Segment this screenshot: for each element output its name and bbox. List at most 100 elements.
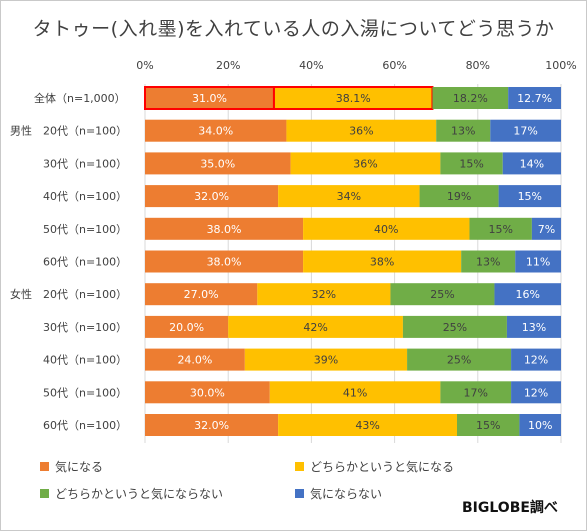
- row-label: 50代（n=100）: [43, 386, 127, 399]
- chart-title: タトゥー(入れ墨)を入れている人の入湯についてどう思うか: [32, 18, 555, 40]
- bar-segment: [286, 119, 437, 142]
- legend-label: どちらかというと気にならない: [55, 487, 224, 501]
- bar-segment: [269, 381, 441, 404]
- data-label: 38.1%: [336, 92, 371, 105]
- bar-segment: [278, 185, 420, 208]
- data-label: 16%: [515, 288, 539, 301]
- data-label: 42%: [303, 321, 327, 334]
- legend-item: どちらかというと気にならない: [40, 485, 223, 502]
- data-label: 40%: [374, 223, 398, 236]
- row-label: 40代（n=100）: [43, 190, 127, 203]
- data-label: 38.0%: [207, 256, 242, 269]
- bar-segment: [506, 315, 561, 338]
- x-tick-label: 100%: [545, 59, 576, 72]
- bar-segment: [515, 250, 561, 273]
- data-label: 32%: [312, 288, 336, 301]
- bar-segment: [440, 381, 512, 404]
- bar-segment: [257, 283, 391, 306]
- data-label: 15%: [488, 223, 512, 236]
- data-label: 32.0%: [194, 190, 229, 203]
- data-label: 43%: [355, 419, 379, 432]
- data-label: 13%: [476, 256, 500, 269]
- bar-segment: [145, 250, 304, 273]
- data-label: 20.0%: [169, 321, 204, 334]
- bar-segment: [145, 348, 245, 371]
- bar-segment: [502, 152, 561, 175]
- x-tick-label: 20%: [216, 59, 240, 72]
- data-label: 39%: [314, 354, 338, 367]
- bar-segment: [145, 185, 279, 208]
- data-label: 12%: [524, 386, 548, 399]
- data-label: 12%: [524, 354, 548, 367]
- row-label: 60代（n=100）: [43, 256, 127, 269]
- data-label: 12.7%: [517, 92, 552, 105]
- bar-segment: [508, 87, 561, 109]
- legend-label: 気になる: [55, 460, 104, 474]
- bar-segment: [390, 283, 495, 306]
- bar-segment: [407, 348, 512, 371]
- data-label: 14%: [520, 157, 544, 170]
- bar-segment: [432, 87, 509, 109]
- legend-label: どちらかというと気になる: [310, 460, 455, 474]
- bar-segment: [228, 315, 403, 338]
- x-tick-label: 80%: [466, 59, 490, 72]
- data-label: 38.0%: [207, 223, 242, 236]
- bar-segment: [457, 414, 520, 436]
- bar-segment: [145, 119, 287, 142]
- bar-segment: [303, 250, 462, 273]
- data-label: 32.0%: [194, 419, 229, 432]
- legend-item: 気になる: [40, 458, 103, 475]
- bar-segment: [511, 348, 561, 371]
- bar-segment: [440, 152, 503, 175]
- legend-item: どちらかというと気になる: [295, 458, 454, 475]
- bar-segment: [490, 119, 561, 142]
- data-label: 35.0%: [200, 157, 235, 170]
- bar-segment: [303, 217, 470, 240]
- data-label: 36%: [349, 125, 373, 138]
- data-label: 13%: [451, 125, 475, 138]
- row-label: 20代（n=100）: [43, 125, 127, 138]
- data-label: 7%: [538, 223, 555, 236]
- bar-segment: [419, 185, 499, 208]
- bar-segment: [145, 315, 229, 338]
- data-label: 38%: [370, 256, 394, 269]
- data-label: 41%: [343, 386, 367, 399]
- bar-segment: [145, 283, 258, 306]
- data-label: 25%: [447, 354, 471, 367]
- bar-segment: [145, 414, 279, 436]
- data-label: 18.2%: [453, 92, 488, 105]
- data-label: 15%: [518, 190, 542, 203]
- data-label: 10%: [528, 419, 552, 432]
- data-label: 17%: [463, 386, 487, 399]
- legend-swatch: [40, 489, 49, 498]
- row-label: 20代（n=100）: [43, 288, 127, 301]
- row-label: 30代（n=100）: [43, 157, 127, 170]
- data-label: 27.0%: [184, 288, 219, 301]
- bar-segment: [402, 315, 507, 338]
- legend-swatch: [40, 462, 49, 471]
- legend-label: 気にならない: [310, 487, 383, 501]
- bar-segment: [498, 185, 561, 208]
- row-label: 30代（n=100）: [43, 321, 127, 334]
- bar-segment: [519, 414, 561, 436]
- data-label: 13%: [522, 321, 546, 334]
- x-tick-label: 0%: [136, 59, 153, 72]
- row-label: 60代（n=100）: [43, 419, 127, 432]
- x-tick-label: 40%: [299, 59, 323, 72]
- source-note: BIGLOBE調べ: [462, 500, 558, 516]
- bar-segment: [145, 217, 304, 240]
- data-label: 24.0%: [177, 354, 212, 367]
- bar-segment: [145, 381, 270, 404]
- row-label: 40代（n=100）: [43, 354, 127, 367]
- data-label: 25%: [430, 288, 454, 301]
- data-label: 15%: [459, 157, 483, 170]
- bar-segment: [436, 119, 491, 142]
- legend-swatch: [295, 462, 304, 471]
- data-label: 17%: [513, 125, 537, 138]
- bar-segment: [278, 414, 457, 436]
- bar-segment: [244, 348, 408, 371]
- row-label: 全体（n=1,000）: [34, 91, 126, 105]
- data-label: 34%: [337, 190, 361, 203]
- bar-segment: [290, 152, 441, 175]
